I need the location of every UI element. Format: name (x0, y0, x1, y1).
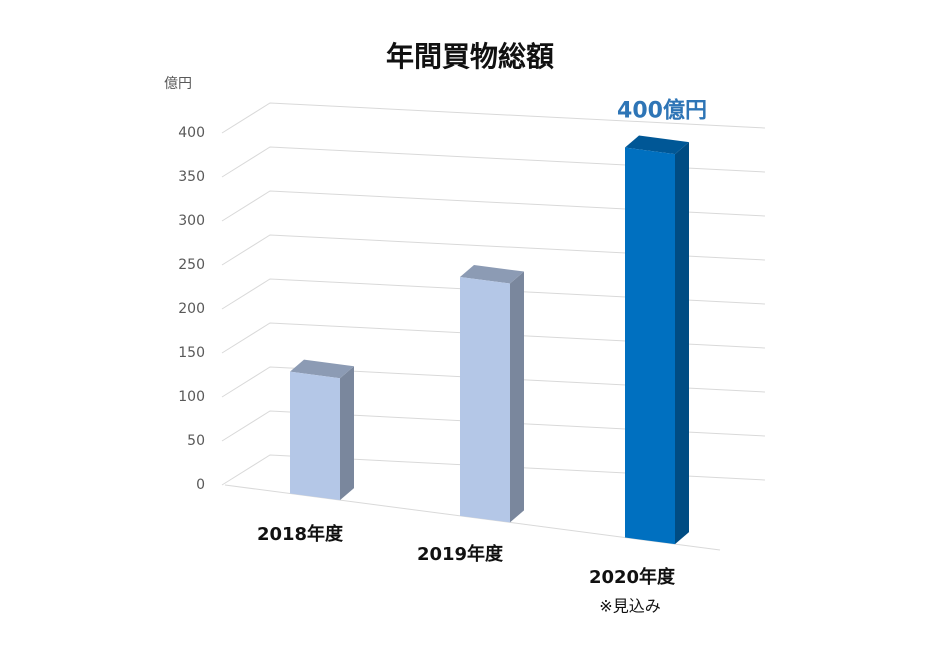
bar-top (290, 359, 354, 379)
y-tick-label: 150 (178, 345, 205, 361)
bar-top (625, 135, 689, 155)
grid-line (221, 366, 766, 398)
annotation: ※見込み (599, 597, 660, 616)
x-tick-label: 2018年度 (257, 523, 344, 545)
grid-line (221, 146, 766, 178)
bar-side (675, 142, 689, 545)
grid-line (221, 234, 766, 266)
y-tick-label: 0 (196, 477, 205, 493)
bar-top (460, 264, 524, 284)
y-tick-label: 100 (178, 389, 205, 405)
x-tick-label: 2019年度 (417, 543, 504, 565)
grid-line (221, 322, 766, 354)
y-tick-label: 200 (178, 301, 205, 317)
x-tick-label: 2020年度 (589, 566, 676, 588)
y-tick-label: 400 (178, 125, 205, 141)
bar (460, 276, 510, 523)
y-tick-label: 350 (178, 169, 205, 185)
y-axis-label: 億円 (164, 76, 192, 92)
y-tick-label: 250 (178, 257, 205, 273)
grid-line (221, 190, 766, 222)
grid-line (221, 102, 766, 134)
bar (290, 371, 340, 501)
grid-line (221, 278, 766, 310)
value-label: 400億円 (617, 98, 707, 124)
bar (625, 147, 675, 545)
bar-side (340, 366, 354, 501)
grid-line (221, 454, 766, 486)
y-tick-label: 300 (178, 213, 205, 229)
chart-title: 年間買物総額 (386, 40, 554, 73)
grid-line (221, 410, 766, 442)
bar-side (510, 271, 524, 523)
y-tick-label: 50 (187, 433, 205, 449)
